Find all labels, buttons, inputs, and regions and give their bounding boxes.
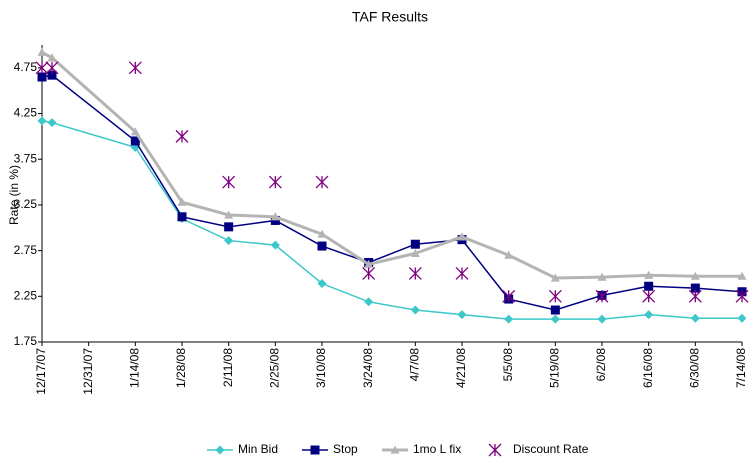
marker — [37, 72, 47, 82]
x-tick-label: 1/28/08 — [174, 348, 188, 388]
marker — [222, 175, 236, 189]
series-line — [41, 50, 742, 280]
x-tick-label: 5/19/08 — [548, 348, 562, 388]
marker — [35, 61, 49, 75]
y-axis-label: Rate (in %) — [7, 165, 21, 225]
y-tick-label: 3.75 — [14, 151, 38, 165]
x-tick-label: 5/5/08 — [501, 348, 515, 382]
x-tick-label: 3/10/08 — [314, 348, 328, 388]
marker — [597, 314, 607, 324]
marker — [362, 267, 376, 280]
marker — [408, 267, 422, 280]
x-tick-label: 4/7/08 — [408, 348, 422, 382]
x-tick-label: 6/16/08 — [641, 348, 655, 388]
marker — [737, 271, 747, 280]
x-tick-label: 1/14/08 — [128, 348, 142, 388]
x-tick-label: 12/31/07 — [81, 348, 95, 395]
y-tick-label: 4.25 — [14, 106, 38, 120]
marker — [47, 70, 57, 80]
legend-label: Discount Rate — [513, 442, 589, 456]
marker — [690, 271, 700, 280]
marker — [364, 297, 374, 307]
marker — [688, 289, 702, 303]
marker — [224, 236, 234, 246]
series-line — [41, 74, 743, 311]
marker — [270, 212, 280, 221]
marker — [504, 314, 514, 324]
legend-label: Stop — [333, 442, 358, 456]
marker — [37, 116, 47, 126]
marker — [644, 270, 654, 279]
x-tick-label: 12/17/07 — [34, 348, 48, 395]
marker — [548, 289, 562, 303]
marker — [317, 279, 327, 289]
marker — [410, 248, 420, 257]
x-tick-label: 4/21/08 — [454, 348, 468, 388]
legend-marker — [215, 445, 225, 455]
marker — [410, 305, 420, 315]
marker — [268, 175, 282, 189]
marker — [550, 273, 560, 282]
legend-marker — [390, 445, 400, 454]
marker — [224, 210, 234, 219]
legend-label: Min Bid — [238, 442, 278, 456]
marker — [130, 127, 140, 136]
marker — [410, 239, 420, 249]
marker — [130, 136, 140, 146]
marker — [550, 314, 560, 324]
legend-marker — [488, 443, 502, 457]
marker — [128, 61, 142, 75]
marker — [502, 289, 516, 303]
legend-label: 1mo L fix — [413, 442, 461, 456]
marker — [644, 281, 654, 291]
y-tick-label: 2.75 — [14, 243, 38, 257]
legend-item: 1mo L fix — [382, 442, 461, 456]
marker — [175, 129, 189, 143]
legend-item: Stop — [302, 442, 358, 456]
series-line — [41, 120, 742, 320]
x-tick-label: 2/25/08 — [268, 348, 282, 388]
x-tick-label: 2/11/08 — [221, 348, 235, 387]
marker — [737, 313, 747, 323]
x-tick-label: 3/24/08 — [361, 348, 375, 388]
marker — [457, 232, 467, 241]
marker — [644, 310, 654, 320]
x-tick-label: 6/2/08 — [594, 348, 608, 382]
marker — [270, 240, 280, 250]
marker — [735, 289, 749, 303]
marker — [177, 212, 187, 222]
y-tick-label: 4.75 — [14, 60, 38, 74]
marker — [177, 197, 187, 206]
marker — [550, 305, 560, 315]
marker — [595, 289, 609, 303]
marker — [37, 47, 47, 56]
y-tick-label: 2.25 — [14, 288, 38, 302]
legend-marker — [310, 445, 320, 455]
x-tick-label: 7/14/08 — [734, 348, 748, 388]
marker — [317, 229, 327, 238]
legend-item: Min Bid — [207, 442, 278, 456]
legend-item: Discount Rate — [488, 442, 589, 457]
marker — [270, 215, 280, 225]
marker — [224, 222, 234, 232]
marker — [315, 175, 329, 189]
x-tick-label: 6/30/08 — [688, 348, 702, 388]
marker — [47, 53, 57, 62]
y-tick-label: 3.25 — [14, 197, 38, 211]
marker — [597, 272, 607, 281]
marker — [47, 118, 57, 128]
y-tick-label: 1.75 — [14, 334, 38, 348]
marker — [317, 241, 327, 251]
marker — [690, 283, 700, 293]
marker — [504, 250, 514, 259]
marker — [455, 267, 469, 280]
marker — [457, 310, 467, 320]
marker — [45, 61, 59, 75]
marker — [690, 313, 700, 323]
marker — [364, 259, 374, 268]
chart-title: TAF Results — [352, 9, 428, 25]
marker — [642, 289, 656, 303]
